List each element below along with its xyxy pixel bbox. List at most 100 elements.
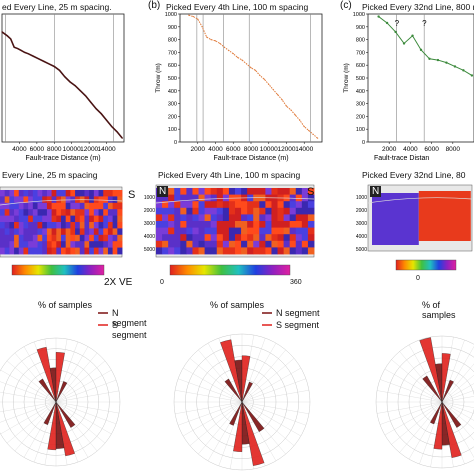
x-axis-label: Fault-trace Distan	[374, 155, 429, 162]
section-cell	[98, 228, 104, 236]
rose-spoke	[183, 367, 243, 403]
section-cell	[295, 207, 303, 215]
section-cell	[98, 241, 104, 248]
throw-point	[53, 65, 55, 68]
section-cell	[241, 234, 248, 242]
section-cell	[192, 234, 199, 242]
section-cell	[0, 190, 6, 197]
section-cell	[277, 240, 285, 248]
depth-tick-label: 4000	[144, 234, 155, 240]
section-cell	[0, 209, 6, 216]
section-cell	[307, 221, 315, 228]
section-cell	[89, 202, 95, 210]
section-cell	[79, 215, 85, 223]
y-tick-label: 400	[168, 89, 177, 95]
section-cell	[14, 190, 20, 197]
x-tick-label: 12000	[80, 146, 98, 153]
y-tick-label: 500	[168, 76, 177, 82]
section-cell	[271, 201, 278, 209]
section-cell	[107, 228, 114, 236]
rose-petal	[419, 337, 443, 403]
rose-petal	[55, 401, 76, 428]
section-cell	[42, 241, 48, 248]
throw-point	[445, 61, 448, 64]
section-cell	[186, 214, 193, 222]
section-cell	[241, 227, 248, 235]
section-cell	[93, 209, 99, 216]
section-cell	[51, 234, 57, 242]
section-cell	[289, 201, 297, 209]
section-cell	[70, 215, 76, 223]
horizon-line	[0, 199, 123, 206]
rose-spoke	[384, 401, 443, 436]
section-cell	[42, 215, 48, 223]
section-cell	[32, 209, 38, 216]
throw-point	[411, 34, 414, 37]
section-cell	[283, 201, 291, 209]
section-cell	[42, 222, 48, 229]
section-cell	[37, 234, 43, 242]
rose-a-title: % of samples	[38, 300, 93, 310]
x-tick-label: 4000	[403, 146, 418, 153]
section-cell	[51, 241, 57, 248]
x-tick-label: 10000	[260, 146, 278, 153]
section-cell	[37, 196, 43, 204]
x-tick-label: 14000	[98, 146, 116, 153]
section-cell	[56, 247, 62, 255]
section-cell	[174, 207, 181, 215]
rose-petal	[38, 378, 57, 403]
section-cell	[89, 234, 95, 242]
throw-point	[394, 30, 397, 34]
section-cell	[4, 234, 10, 242]
section-cell	[32, 241, 38, 248]
section-cell	[186, 207, 193, 215]
section-cell	[9, 196, 15, 204]
panel-b-chart: 2000 4000 6000 8000 10000 12000 14000 0 100 200 30…	[155, 12, 323, 162]
x-tick-label: 8000	[47, 146, 62, 153]
rose-spoke	[441, 401, 474, 408]
section-cell	[23, 247, 29, 255]
section-cell	[0, 202, 6, 210]
rose-spoke	[241, 401, 301, 437]
section-cell	[0, 247, 6, 255]
throw-point	[428, 57, 431, 60]
section-cell	[162, 194, 169, 202]
section-cell	[307, 247, 315, 255]
section-cell	[222, 201, 230, 209]
y-tick-label: 0	[362, 140, 365, 146]
section-cell	[210, 240, 218, 248]
section-cell	[61, 247, 67, 255]
section-cell	[180, 194, 187, 202]
section-cell	[61, 234, 67, 242]
rose-spoke	[175, 401, 243, 414]
section-cell	[32, 196, 38, 204]
section-cell	[112, 222, 118, 229]
rose-spoke	[241, 367, 301, 403]
section-cell	[51, 202, 57, 210]
plot-frame	[179, 13, 323, 143]
section-cell	[51, 228, 57, 236]
throw-line	[1, 31, 123, 139]
section-cell	[9, 228, 15, 236]
section-cell	[216, 234, 224, 242]
section-cell	[84, 234, 90, 242]
section-cell	[235, 214, 242, 222]
y-tick-label: 900	[168, 25, 177, 31]
throw-point	[121, 137, 123, 139]
y-tick-label: 700	[356, 50, 365, 56]
section-cell	[228, 201, 236, 209]
section-cell	[192, 240, 199, 248]
section-cell	[61, 202, 67, 210]
section-cell	[259, 201, 266, 209]
section-cell	[307, 188, 315, 195]
rose-b-chart	[173, 312, 311, 471]
rose-spoke	[189, 358, 243, 403]
y-axis-label: Throw (m)	[155, 63, 162, 93]
section-cell	[222, 188, 230, 195]
section-cell	[93, 247, 99, 255]
section-cell	[307, 227, 315, 235]
panel-b-section-title: Picked Every 4th Line, 100 m spacing	[158, 170, 301, 180]
panel-b-profile: (b) Picked Every 4th Line, 100 m spacing…	[148, 0, 324, 165]
section-cell	[247, 194, 254, 202]
panel-c-section-map: 1000 2000 3000 4000 5000	[356, 184, 473, 271]
